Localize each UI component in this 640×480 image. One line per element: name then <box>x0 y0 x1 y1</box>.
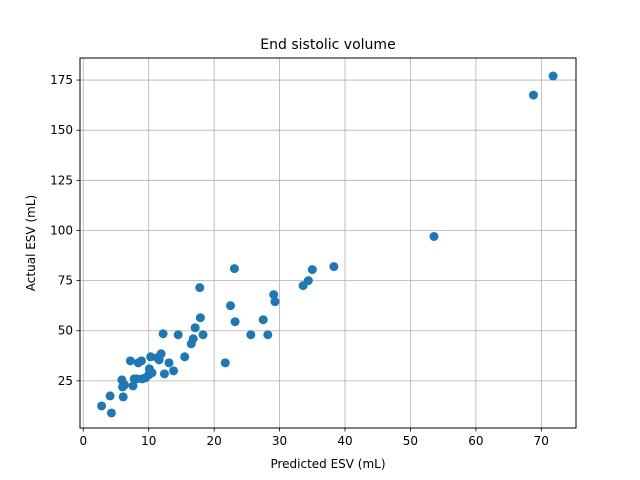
data-point <box>270 297 280 307</box>
data-point <box>188 334 198 344</box>
data-points <box>97 71 558 418</box>
chart-title: End sistolic volume <box>260 37 395 53</box>
data-point <box>169 366 179 376</box>
data-point <box>106 408 116 418</box>
x-tick-label: 60 <box>468 434 483 448</box>
data-point <box>246 330 256 340</box>
x-axis-ticks: 0 10 20 30 40 50 60 70 <box>79 428 549 448</box>
data-point <box>119 380 129 390</box>
x-tick-label: 30 <box>272 434 287 448</box>
data-point <box>137 356 147 366</box>
data-point <box>220 358 230 368</box>
x-tick-label: 0 <box>79 434 87 448</box>
data-point <box>147 368 157 378</box>
data-point <box>226 301 236 311</box>
data-point <box>128 381 138 391</box>
data-point <box>195 283 205 293</box>
data-point <box>97 401 107 411</box>
y-tick-label: 125 <box>50 173 73 187</box>
grid-lines <box>80 58 576 428</box>
data-point <box>548 71 558 81</box>
y-tick-label: 50 <box>58 324 73 338</box>
data-point <box>307 265 317 275</box>
y-tick-label: 75 <box>58 274 73 288</box>
data-point <box>159 369 169 379</box>
data-point <box>269 290 279 300</box>
data-point <box>258 315 268 325</box>
data-point <box>329 262 339 272</box>
data-point <box>180 352 190 362</box>
x-tick-label: 20 <box>207 434 222 448</box>
data-point <box>105 391 115 401</box>
data-point <box>303 276 313 286</box>
plot-area-frame <box>79 57 577 429</box>
data-point <box>429 231 439 241</box>
x-tick-label: 50 <box>403 434 418 448</box>
data-point <box>173 330 183 340</box>
data-point <box>229 264 239 274</box>
data-point <box>156 349 166 359</box>
data-point <box>118 392 128 402</box>
x-tick-label: 40 <box>337 434 352 448</box>
x-tick-label: 10 <box>141 434 156 448</box>
data-point <box>263 330 273 340</box>
data-point <box>195 313 205 323</box>
y-tick-label: 100 <box>50 223 73 237</box>
y-tick-label: 175 <box>50 73 73 87</box>
data-point <box>164 358 174 368</box>
data-point <box>190 323 200 333</box>
data-point <box>528 90 538 100</box>
y-tick-label: 150 <box>50 123 73 137</box>
data-point <box>125 356 135 366</box>
y-tick-label: 25 <box>58 374 73 388</box>
x-axis-label: Predicted ESV (mL) <box>270 457 385 471</box>
data-point <box>198 330 208 340</box>
y-axis-label: Actual ESV (mL) <box>24 195 38 291</box>
x-tick-label: 70 <box>534 434 549 448</box>
data-point <box>158 329 168 339</box>
y-axis-ticks: 25 50 75 100 125 150 175 <box>50 73 80 388</box>
data-point <box>230 317 240 327</box>
